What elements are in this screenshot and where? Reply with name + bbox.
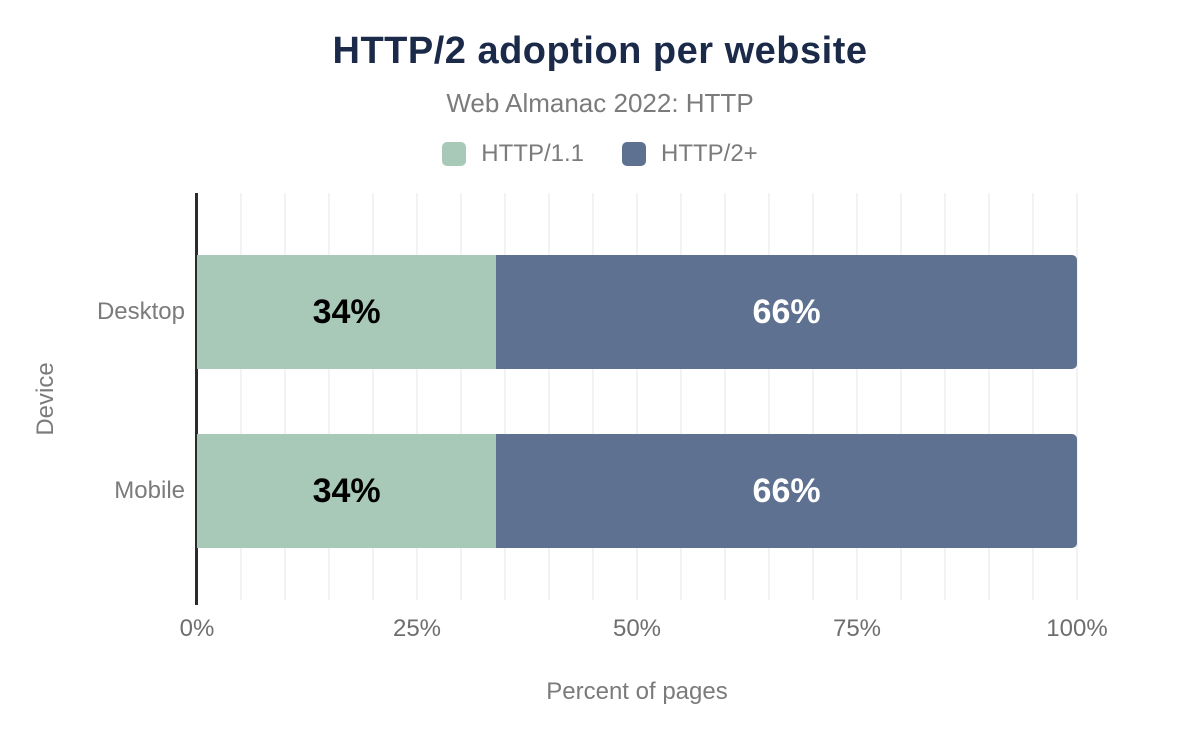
legend-item-http2: HTTP/2+: [622, 140, 758, 168]
plot-area: 34% 66% 34% 66%: [195, 193, 1078, 605]
y-axis-title: Device: [32, 362, 59, 436]
bar-value-label: 66%: [752, 471, 821, 510]
x-tick-label-100: 100%: [1046, 615, 1108, 642]
bar-row-mobile: 34% 66%: [197, 434, 1077, 548]
chart-subtitle: Web Almanac 2022: HTTP: [446, 88, 754, 118]
gridline: [328, 193, 330, 600]
bar-value-label: 66%: [752, 292, 821, 331]
legend-swatch-http11: [442, 142, 467, 166]
legend-swatch-http2: [622, 142, 646, 166]
x-tick-label-75: 75%: [832, 615, 882, 642]
bar-row-desktop: 34% 66%: [197, 255, 1077, 369]
gridline: [724, 193, 726, 600]
gridline: [856, 193, 858, 600]
gridline: [460, 193, 462, 600]
gridline: [504, 193, 506, 600]
gridline: [372, 193, 374, 600]
bar-value-label: 34%: [312, 471, 381, 510]
bar-segment-mobile-http11: 34%: [197, 434, 497, 548]
gridline: [812, 193, 814, 600]
gridline: [1076, 193, 1078, 600]
bar-segment-desktop-http11: 34%: [197, 255, 497, 369]
gridline: [680, 193, 682, 600]
bar-segment-desktop-http2: 66%: [496, 255, 1077, 369]
bar-value-label: 34%: [312, 292, 381, 331]
bar-segment-mobile-http2: 66%: [496, 434, 1077, 548]
gridline: [900, 193, 902, 600]
gridline: [416, 193, 418, 600]
legend-label: HTTP/2+: [661, 140, 758, 167]
legend-item-http11: HTTP/1.1: [442, 140, 584, 168]
y-axis-line: [195, 193, 198, 605]
legend: HTTP/1.1 HTTP/2+: [0, 140, 1200, 168]
gridline: [592, 193, 594, 600]
x-tick-label-25: 25%: [392, 615, 442, 642]
category-label-desktop: Desktop: [96, 298, 185, 325]
gridline: [768, 193, 770, 600]
gridline: [636, 193, 638, 600]
x-tick-label-50: 50%: [612, 615, 662, 642]
chart-title: HTTP/2 adoption per website: [332, 30, 868, 72]
gridline: [1032, 193, 1034, 600]
gridline: [988, 193, 990, 600]
gridline: [944, 193, 946, 600]
x-tick-label-0: 0%: [179, 615, 215, 642]
category-label-mobile: Mobile: [114, 477, 185, 504]
gridline: [240, 193, 242, 600]
legend-label: HTTP/1.1: [481, 140, 584, 167]
gridline: [548, 193, 550, 600]
gridline: [284, 193, 286, 600]
x-axis-title: Percent of pages: [546, 678, 728, 705]
